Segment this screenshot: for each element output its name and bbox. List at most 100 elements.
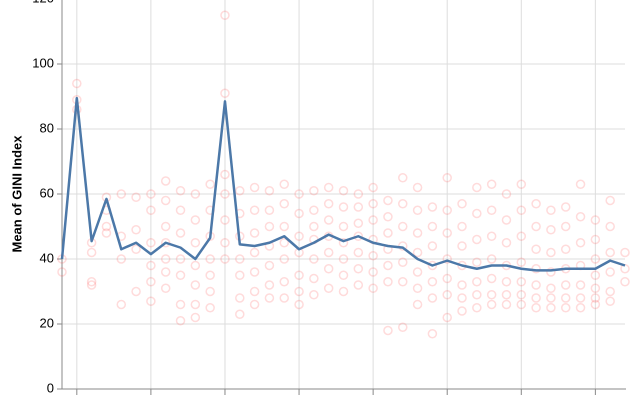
point	[220, 215, 230, 225]
point	[546, 293, 556, 303]
point	[605, 296, 615, 306]
point	[294, 286, 304, 297]
point	[279, 277, 289, 287]
point	[575, 293, 586, 303]
point	[398, 173, 408, 183]
point	[175, 316, 186, 326]
point	[398, 221, 408, 232]
point	[442, 312, 452, 323]
point	[190, 312, 201, 323]
point	[294, 189, 304, 199]
point	[338, 254, 349, 264]
point	[486, 231, 497, 241]
point	[560, 303, 571, 313]
point	[353, 280, 364, 290]
point	[338, 286, 349, 297]
y-axis-title: Mean of GINI Index	[9, 135, 24, 253]
point	[531, 199, 541, 209]
point	[294, 208, 304, 219]
point	[72, 78, 82, 89]
point	[220, 254, 230, 264]
point	[383, 277, 393, 287]
point	[383, 212, 393, 222]
point	[560, 202, 571, 212]
point	[383, 195, 393, 206]
point	[249, 267, 260, 277]
point	[516, 231, 527, 241]
point	[220, 88, 230, 98]
point	[309, 290, 319, 300]
point	[590, 293, 601, 303]
y-tick-label: 80	[40, 120, 54, 135]
point	[220, 189, 230, 199]
point	[590, 254, 601, 264]
point	[427, 329, 438, 339]
point	[279, 293, 289, 303]
point	[516, 179, 527, 189]
point	[323, 199, 334, 209]
point	[368, 251, 378, 261]
point	[116, 189, 127, 199]
point	[531, 293, 541, 303]
y-tick-label: 60	[40, 185, 54, 200]
point	[368, 182, 378, 193]
point	[560, 244, 571, 254]
point	[516, 299, 527, 310]
point	[190, 260, 201, 271]
point	[398, 257, 408, 267]
point	[279, 254, 289, 264]
point	[175, 186, 186, 196]
point	[546, 303, 556, 313]
point	[353, 189, 364, 199]
point	[516, 257, 527, 267]
point	[427, 260, 438, 271]
line	[60, 96, 626, 272]
point	[590, 299, 601, 310]
point	[605, 247, 615, 258]
point	[486, 299, 497, 310]
y-tick-label: 120	[32, 0, 54, 5]
point	[501, 277, 512, 287]
point	[353, 218, 364, 228]
point	[220, 169, 230, 180]
point	[575, 303, 586, 313]
point	[457, 280, 467, 290]
point	[131, 225, 141, 235]
point	[309, 205, 319, 215]
point	[235, 270, 245, 280]
point	[442, 205, 452, 215]
point	[486, 273, 497, 284]
point	[353, 264, 364, 274]
point	[472, 277, 482, 287]
point	[501, 215, 512, 225]
point	[205, 179, 215, 189]
point	[353, 247, 364, 258]
point	[516, 205, 527, 215]
point	[546, 205, 556, 215]
point	[412, 247, 423, 258]
point	[531, 244, 541, 254]
point	[590, 234, 601, 245]
point	[412, 299, 423, 310]
point	[190, 238, 201, 248]
point	[412, 283, 423, 293]
point	[398, 199, 408, 209]
point	[235, 293, 245, 303]
point	[190, 280, 201, 290]
point	[235, 254, 245, 264]
point	[575, 280, 586, 290]
point	[220, 10, 230, 20]
point	[146, 238, 156, 248]
point	[309, 221, 319, 232]
point	[427, 277, 438, 287]
point	[235, 186, 245, 196]
point	[560, 221, 571, 232]
point	[249, 182, 260, 193]
point	[605, 267, 615, 277]
point	[442, 254, 452, 264]
point	[116, 299, 127, 310]
point	[590, 215, 601, 225]
point	[457, 241, 467, 251]
point	[560, 280, 571, 290]
point	[590, 270, 601, 280]
